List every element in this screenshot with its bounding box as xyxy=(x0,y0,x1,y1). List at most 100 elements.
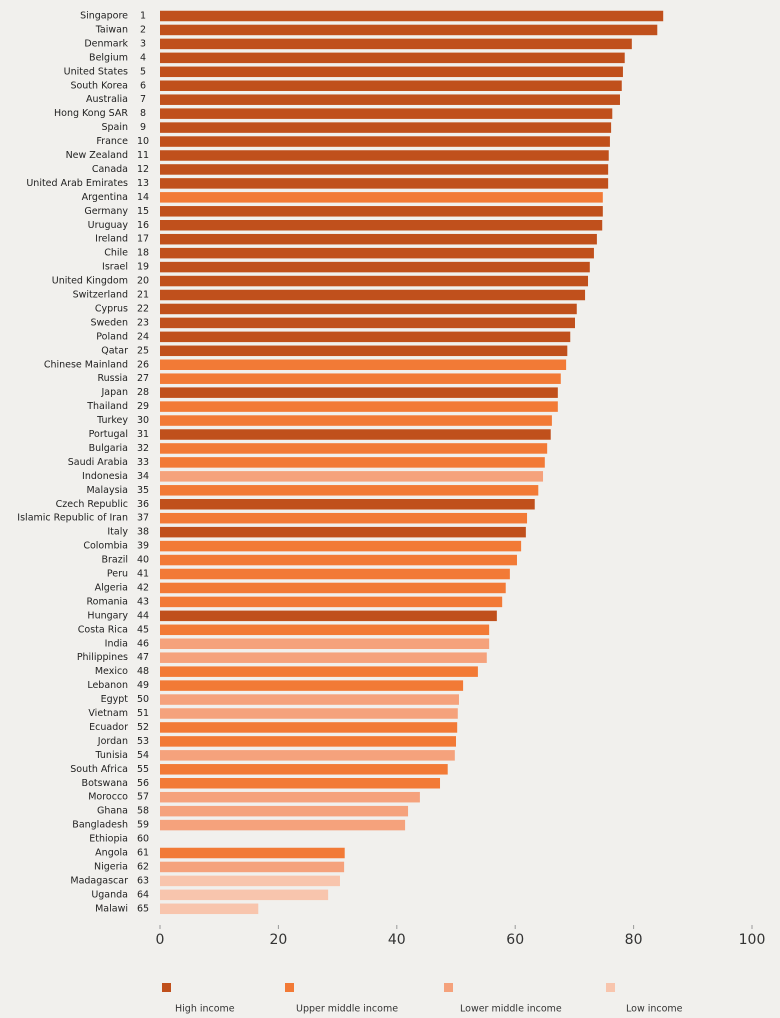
rank-label: 24 xyxy=(137,331,149,342)
rank-label: 62 xyxy=(137,861,149,872)
bar xyxy=(160,708,458,719)
rank-label: 59 xyxy=(137,820,149,831)
rank-label: 27 xyxy=(137,373,149,384)
bar xyxy=(160,904,258,915)
rank-label: 37 xyxy=(137,513,149,524)
bar xyxy=(160,485,538,496)
bar xyxy=(160,694,459,705)
rank-label: 7 xyxy=(140,94,146,105)
country-label: Italy xyxy=(107,527,128,538)
bar xyxy=(160,764,448,775)
bar xyxy=(160,360,566,371)
country-label: Saudi Arabia xyxy=(68,457,128,468)
bar xyxy=(160,499,535,510)
bar xyxy=(160,206,603,217)
legend-swatch xyxy=(162,983,171,992)
country-label: Denmark xyxy=(84,38,128,49)
bar xyxy=(160,150,609,161)
x-tick-label: 60 xyxy=(506,932,524,948)
rank-label: 33 xyxy=(137,457,149,468)
rank-label: 20 xyxy=(137,276,149,287)
country-label: Ethiopia xyxy=(89,834,128,845)
country-label: Russia xyxy=(97,373,128,384)
rank-label: 57 xyxy=(137,792,149,803)
legend-swatch xyxy=(444,983,453,992)
rank-label: 54 xyxy=(137,750,149,761)
country-label: Israel xyxy=(102,262,128,273)
bar xyxy=(160,555,517,566)
country-label: New Zealand xyxy=(66,150,128,161)
bar xyxy=(160,234,597,245)
country-label: Romania xyxy=(86,596,128,607)
country-label: South Korea xyxy=(70,80,128,91)
country-label: Philippines xyxy=(77,652,128,663)
rank-label: 32 xyxy=(137,443,149,454)
rank-label: 45 xyxy=(137,624,149,635)
x-tick-label: 0 xyxy=(156,932,165,948)
country-label: Peru xyxy=(107,569,128,580)
bar xyxy=(160,583,506,594)
bar xyxy=(160,625,489,636)
rank-label: 47 xyxy=(137,652,149,663)
bar xyxy=(160,401,558,412)
rank-label: 58 xyxy=(137,806,149,817)
country-label: Bangladesh xyxy=(72,820,128,831)
rank-label: 9 xyxy=(140,122,146,133)
rank-label: 23 xyxy=(137,317,149,328)
bar xyxy=(160,611,497,622)
legend-label: Low income xyxy=(626,1004,683,1015)
rank-label: 36 xyxy=(137,499,149,510)
bar xyxy=(160,876,340,887)
rank-label: 38 xyxy=(137,527,149,538)
bar xyxy=(160,806,408,817)
country-label: Jordan xyxy=(97,736,128,747)
rank-label: 26 xyxy=(137,359,149,370)
bar xyxy=(160,373,561,384)
country-label: Mexico xyxy=(95,666,128,677)
bar xyxy=(160,736,456,747)
bar xyxy=(160,569,510,580)
rank-label: 46 xyxy=(137,638,149,649)
rank-label: 17 xyxy=(137,234,149,245)
country-label: Thailand xyxy=(86,401,128,412)
country-label: Tunisia xyxy=(95,750,128,761)
country-label: India xyxy=(105,638,128,649)
rank-label: 6 xyxy=(140,80,146,91)
country-label: Brazil xyxy=(101,555,128,566)
bar xyxy=(160,862,344,873)
country-label: Cyprus xyxy=(95,303,128,314)
bar xyxy=(160,890,328,901)
bar xyxy=(160,820,405,831)
bar xyxy=(160,429,551,440)
country-label: Malaysia xyxy=(86,485,128,496)
country-label: South Africa xyxy=(70,764,128,775)
rank-label: 13 xyxy=(137,178,149,189)
rank-label: 39 xyxy=(137,541,149,552)
page: {"chart_data": {"type": "hbar", "categor… xyxy=(0,0,780,1018)
country-label: Morocco xyxy=(88,792,128,803)
country-label: Malawi xyxy=(95,903,128,914)
country-label: Egypt xyxy=(101,694,129,705)
bar xyxy=(160,304,577,315)
rank-label: 30 xyxy=(137,415,149,426)
bar xyxy=(160,527,526,538)
rank-label: 22 xyxy=(137,303,149,314)
country-label: Hungary xyxy=(87,610,128,621)
bar xyxy=(160,346,567,357)
country-label: Lebanon xyxy=(87,680,128,691)
rank-label: 15 xyxy=(137,206,149,217)
rank-label: 16 xyxy=(137,220,149,231)
rank-label: 35 xyxy=(137,485,149,496)
legend-swatch xyxy=(285,983,294,992)
country-label: United Kingdom xyxy=(52,276,128,287)
country-label: Nigeria xyxy=(94,861,128,872)
country-label: Islamic Republic of Iran xyxy=(17,513,128,524)
rank-label: 56 xyxy=(137,778,149,789)
rank-label: 1 xyxy=(140,11,146,22)
rank-label: 29 xyxy=(137,401,149,412)
rank-label: 2 xyxy=(140,24,146,35)
rank-label: 51 xyxy=(137,708,149,719)
rank-label: 52 xyxy=(137,722,149,733)
rank-label: 49 xyxy=(137,680,149,691)
bar xyxy=(160,457,545,468)
